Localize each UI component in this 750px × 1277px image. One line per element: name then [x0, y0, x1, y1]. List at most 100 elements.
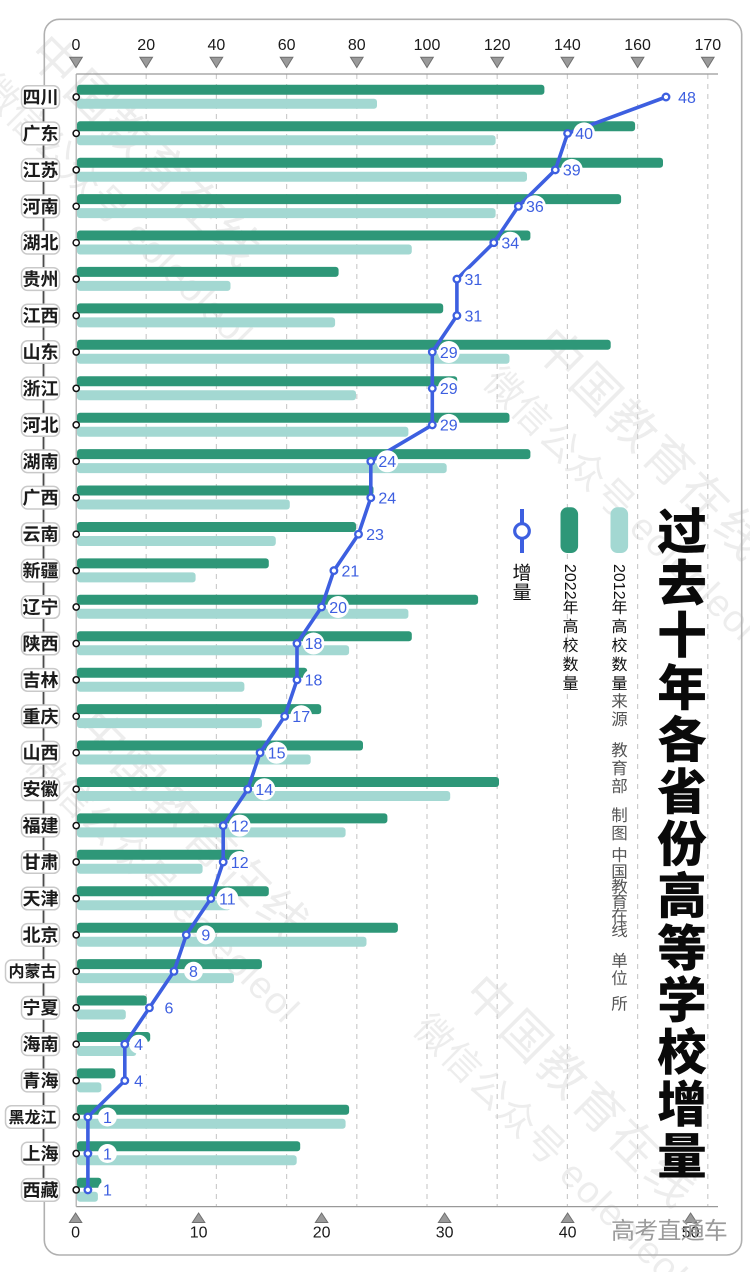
svg-text:20: 20 [137, 37, 155, 54]
svg-text:2022: 2022 [561, 564, 578, 600]
svg-text:等: 等 [657, 910, 707, 981]
svg-text:青海: 青海 [23, 1067, 59, 1093]
svg-text:吉林: 吉林 [23, 666, 59, 692]
svg-text:考: 考 [634, 1211, 658, 1246]
svg-text:十: 十 [657, 597, 707, 668]
svg-text:源: 源 [611, 706, 628, 730]
svg-text:年: 年 [657, 649, 707, 720]
svg-text:30: 30 [436, 1225, 454, 1242]
svg-text:9: 9 [201, 928, 210, 945]
svg-text:重庆: 重庆 [23, 703, 59, 729]
svg-text:河南: 河南 [23, 193, 59, 219]
svg-text:24: 24 [378, 491, 396, 508]
svg-text:天津: 天津 [23, 885, 59, 911]
svg-text:100: 100 [414, 37, 441, 54]
svg-text:36: 36 [526, 199, 544, 216]
svg-text:新疆: 新疆 [23, 557, 59, 583]
svg-text:24: 24 [378, 454, 396, 471]
svg-text:20: 20 [313, 1225, 331, 1242]
svg-text:14: 14 [255, 782, 273, 799]
svg-text:11: 11 [219, 891, 236, 908]
svg-text:1: 1 [103, 1146, 112, 1163]
svg-text:教: 教 [611, 737, 628, 761]
svg-text:位: 位 [611, 965, 628, 989]
svg-text:1: 1 [103, 1183, 112, 1200]
svg-text:40: 40 [559, 1225, 577, 1242]
svg-text:上海: 上海 [23, 1140, 59, 1166]
svg-text:教: 教 [611, 874, 628, 898]
svg-text:山西: 山西 [23, 739, 59, 765]
svg-text:西藏: 西藏 [23, 1176, 59, 1202]
svg-text:高: 高 [562, 613, 578, 637]
svg-text:山东: 山东 [23, 339, 59, 365]
svg-text:广东: 广东 [23, 120, 59, 146]
svg-text:170: 170 [694, 37, 721, 54]
svg-text:过: 过 [657, 493, 707, 564]
svg-text:宁夏: 宁夏 [23, 994, 59, 1020]
svg-text:50: 50 [682, 1225, 700, 1242]
svg-text:海南: 海南 [23, 1031, 59, 1057]
svg-text:广西: 广西 [23, 484, 59, 510]
svg-text:31: 31 [465, 308, 483, 325]
svg-text:通: 通 [681, 1211, 705, 1246]
svg-text:图: 图 [611, 820, 628, 844]
svg-text:江苏: 江苏 [23, 156, 59, 182]
svg-text:安徽: 安徽 [23, 776, 59, 802]
svg-text:8: 8 [189, 964, 198, 981]
svg-text:39: 39 [563, 163, 581, 180]
svg-text:10: 10 [190, 1225, 208, 1242]
svg-text:福建: 福建 [23, 812, 59, 838]
svg-text:4: 4 [134, 1073, 143, 1090]
svg-text:北京: 北京 [23, 921, 59, 947]
svg-text:12: 12 [231, 818, 249, 835]
svg-text:线: 线 [611, 917, 628, 941]
svg-text:校: 校 [562, 632, 578, 656]
svg-text:单: 单 [611, 948, 628, 972]
svg-text:0: 0 [71, 1225, 80, 1242]
svg-text:辽宁: 辽宁 [23, 594, 59, 620]
svg-text:29: 29 [440, 418, 458, 435]
svg-text:12: 12 [231, 855, 249, 872]
svg-text:在: 在 [611, 903, 628, 927]
svg-text:湖北: 湖北 [23, 229, 59, 255]
svg-text:34: 34 [501, 236, 519, 253]
svg-text:140: 140 [554, 37, 581, 54]
svg-text:160: 160 [624, 37, 651, 54]
svg-text:份: 份 [657, 806, 707, 877]
svg-text:21: 21 [342, 563, 360, 580]
svg-text:育: 育 [611, 889, 628, 913]
svg-text:学: 学 [657, 962, 707, 1033]
svg-text:年: 年 [562, 594, 578, 618]
svg-text:80: 80 [348, 37, 366, 54]
svg-text:23: 23 [366, 527, 384, 544]
svg-text:20: 20 [329, 600, 347, 617]
svg-text:制: 制 [611, 802, 628, 826]
svg-text:校: 校 [657, 1014, 707, 1085]
svg-text:48: 48 [678, 90, 696, 107]
svg-text:量: 量 [512, 578, 531, 605]
svg-text:增: 增 [657, 1066, 707, 1137]
svg-text:贵州: 贵州 [23, 266, 59, 292]
svg-text:河北: 河北 [23, 411, 59, 437]
svg-text:去: 去 [657, 545, 707, 616]
svg-text:17: 17 [292, 709, 310, 726]
svg-text:4: 4 [134, 1037, 143, 1054]
svg-text:1: 1 [103, 1110, 112, 1127]
svg-text:数: 数 [562, 651, 578, 675]
svg-text:直: 直 [657, 1211, 681, 1246]
svg-text:0: 0 [72, 37, 81, 54]
svg-text:6: 6 [164, 1001, 173, 1018]
svg-text:湖南: 湖南 [23, 448, 59, 474]
svg-text:增: 增 [512, 559, 531, 586]
svg-text:40: 40 [575, 126, 593, 143]
svg-text:量: 量 [657, 1118, 707, 1189]
svg-text:浙江: 浙江 [23, 375, 59, 401]
svg-text:数: 数 [611, 651, 627, 675]
svg-text:40: 40 [208, 37, 226, 54]
svg-text:29: 29 [440, 381, 458, 398]
svg-text:育: 育 [611, 755, 628, 779]
svg-text:120: 120 [484, 37, 511, 54]
svg-text:四川: 四川 [23, 84, 59, 110]
svg-text:车: 车 [704, 1211, 728, 1246]
svg-text:29: 29 [440, 345, 458, 362]
